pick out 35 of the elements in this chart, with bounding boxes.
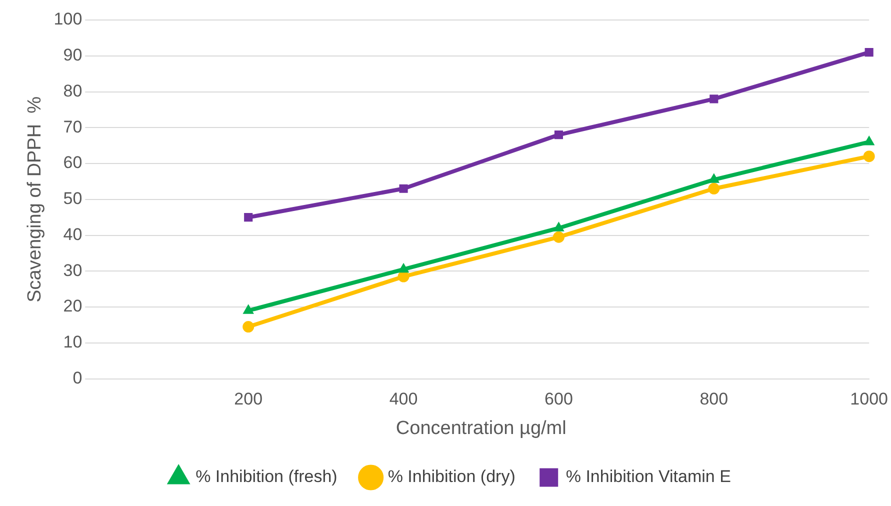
legend-label: % Inhibition Vitamin E xyxy=(566,467,731,486)
point xyxy=(708,182,720,194)
point xyxy=(554,130,564,140)
y-tick-label: 20 xyxy=(63,296,82,316)
y-tick-label: 90 xyxy=(63,46,82,65)
x-tick-label: 600 xyxy=(544,390,573,409)
y-tick-label: 100 xyxy=(54,10,82,29)
point xyxy=(244,213,253,222)
y-tick-label: 10 xyxy=(63,332,82,352)
point xyxy=(242,321,254,333)
y-tick-label: 80 xyxy=(63,81,82,100)
y-axis-title: Scavenging of DPPH % xyxy=(24,96,46,302)
point xyxy=(552,231,564,243)
x-tick-label: 800 xyxy=(700,390,728,409)
point xyxy=(708,174,719,183)
y-tick-label: 0 xyxy=(72,368,82,388)
x-axis-title: Concentration µg/ml xyxy=(396,418,566,439)
point xyxy=(710,94,718,104)
y-tick-label: 30 xyxy=(63,260,82,280)
point xyxy=(864,136,874,146)
x-tick-label: 400 xyxy=(389,390,418,409)
point xyxy=(399,184,408,193)
point xyxy=(864,48,874,57)
y-tick-label: 60 xyxy=(63,153,82,172)
legend-label: % Inhibition (fresh) xyxy=(196,467,338,486)
legend-label: % Inhibition (dry) xyxy=(388,467,516,486)
y-tick-label: 50 xyxy=(63,189,82,208)
x-tick-label: 200 xyxy=(234,390,263,409)
point xyxy=(554,222,564,232)
x-tick-label: 1000 xyxy=(850,390,888,409)
point xyxy=(398,264,409,273)
point xyxy=(863,150,875,162)
y-tick-label: 70 xyxy=(63,117,82,136)
y-tick-label: 40 xyxy=(63,224,82,244)
point xyxy=(243,304,254,314)
